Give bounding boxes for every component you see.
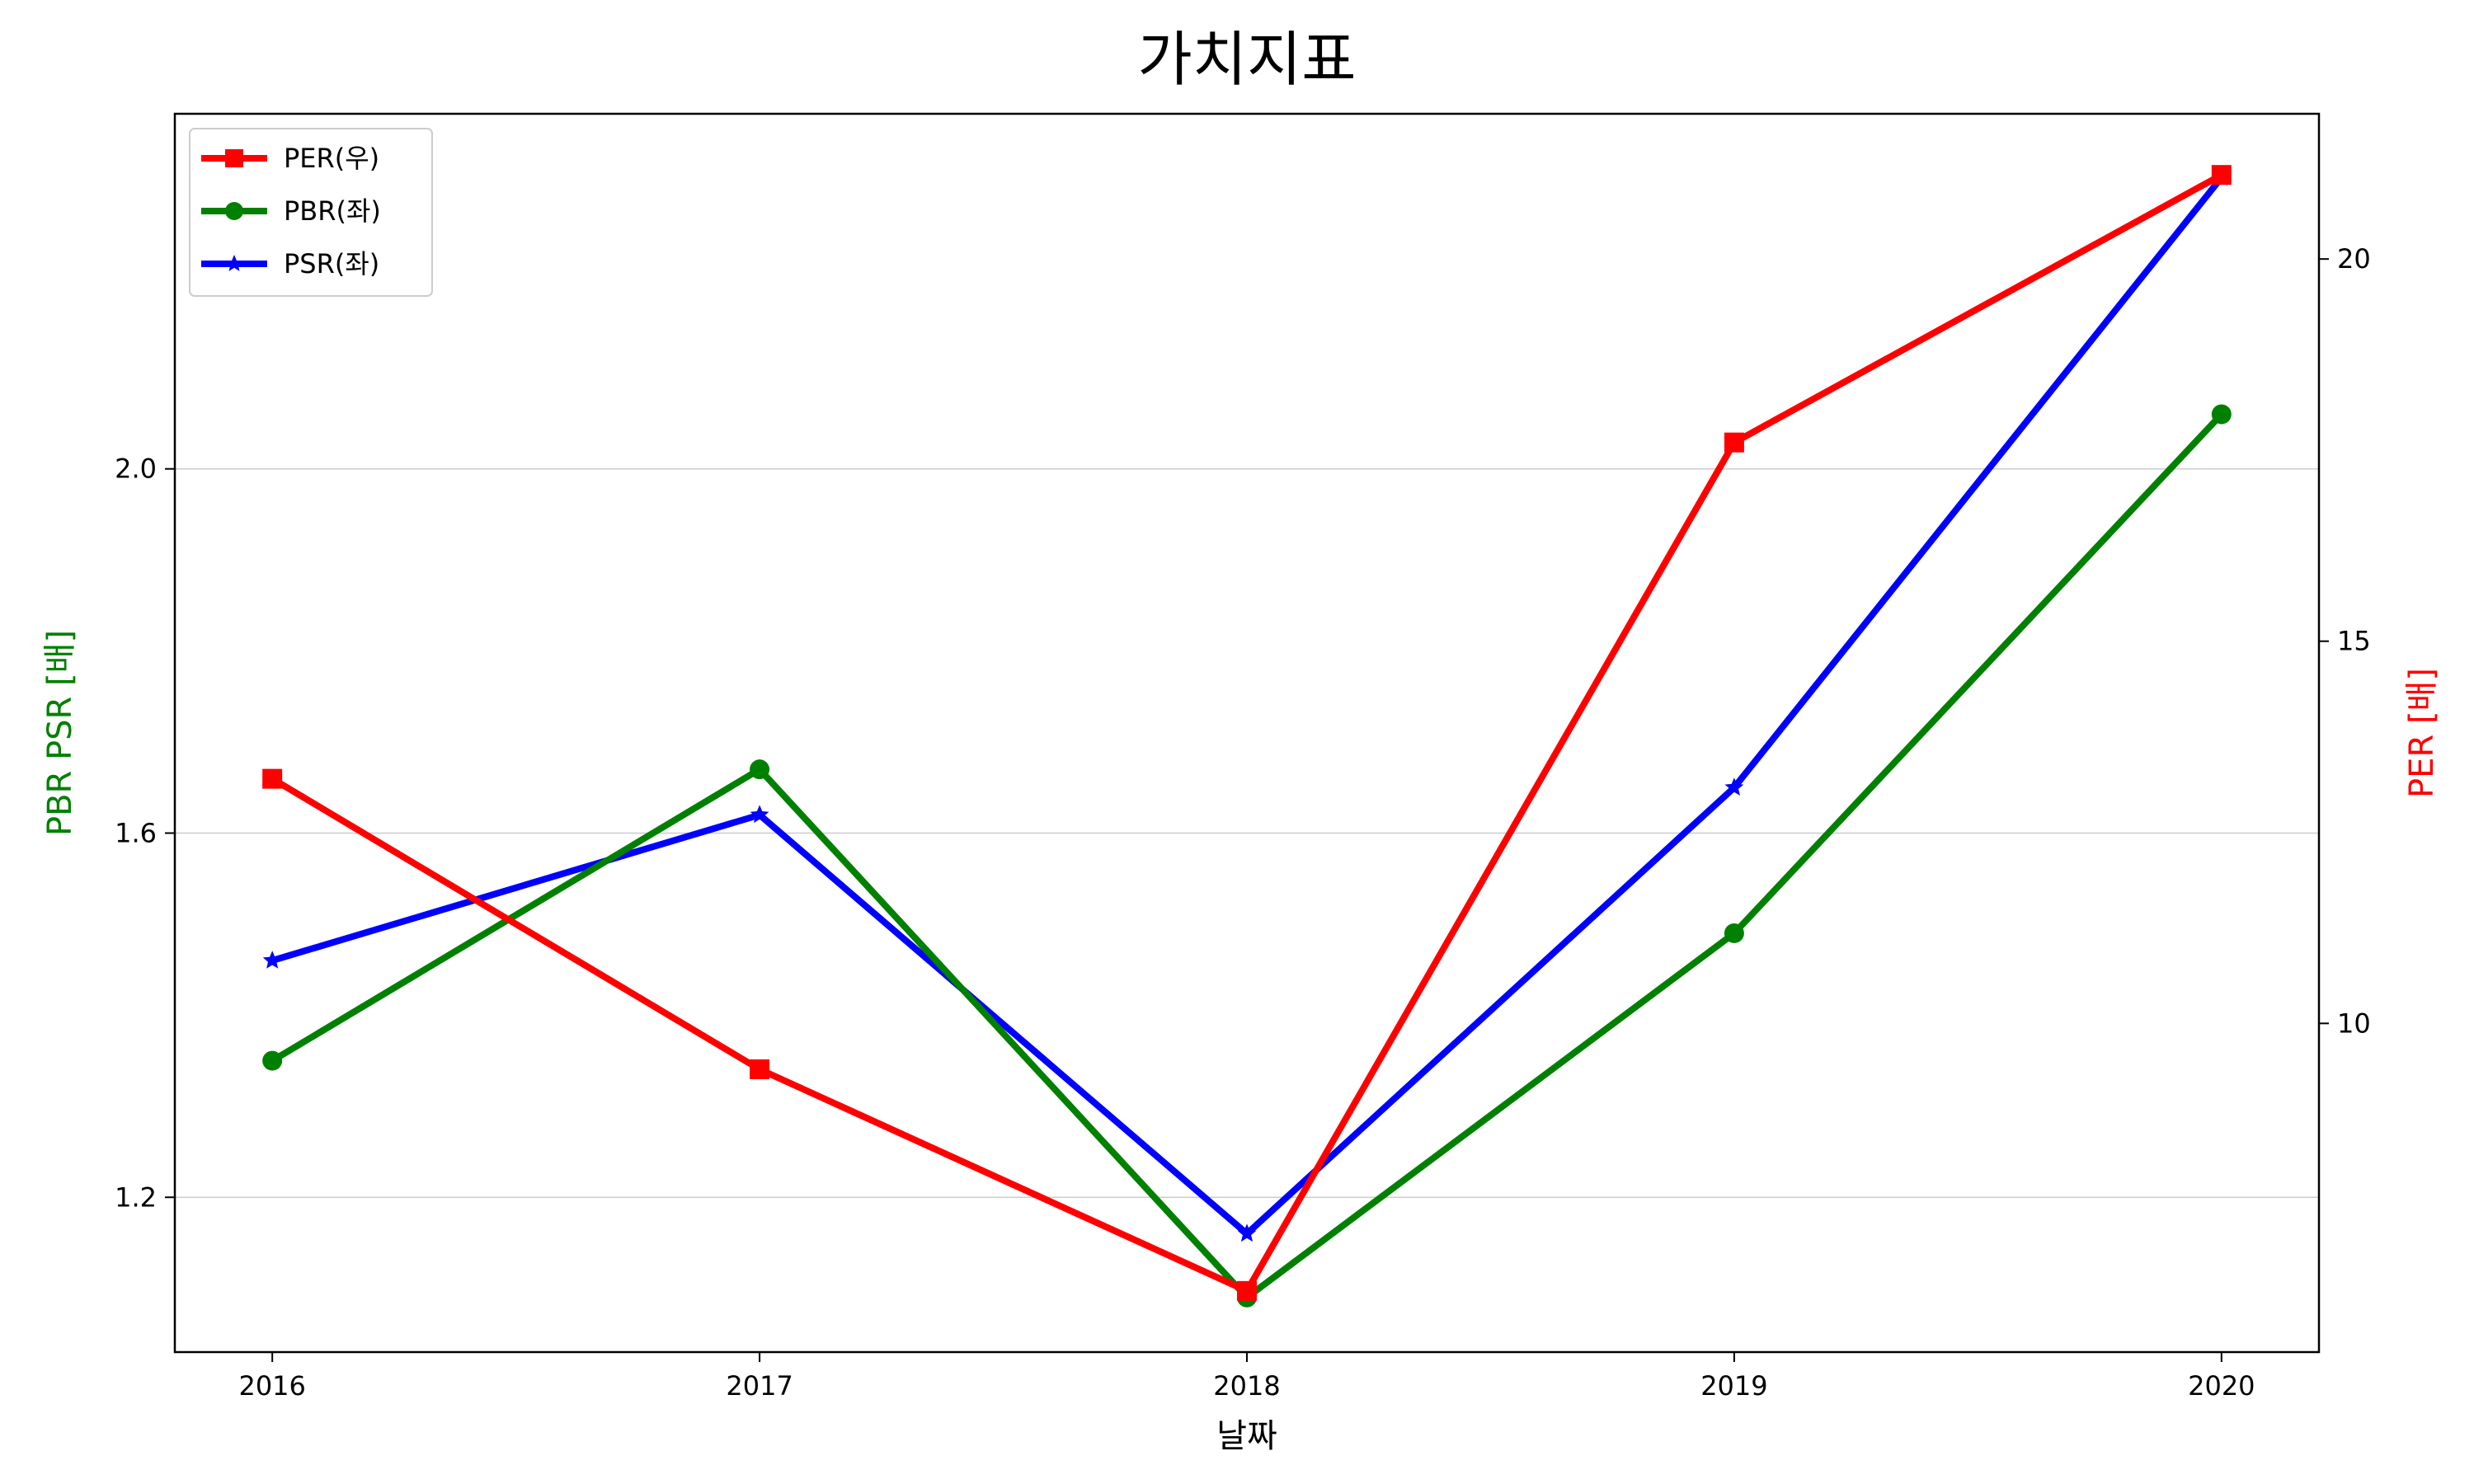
data-point-psr — [262, 951, 282, 969]
legend-marker — [225, 149, 243, 167]
data-point-psr — [1237, 1223, 1257, 1242]
legend-box — [189, 128, 433, 297]
x-tick-label: 2019 — [1700, 1370, 1767, 1402]
y-left-tick-label: 1.2 — [115, 1181, 157, 1213]
data-point-per — [1237, 1280, 1257, 1301]
legend-marker — [225, 202, 243, 220]
legend-item-per: PER(우) — [201, 143, 379, 174]
axis-ticks: 1.2 1.6 2.0 10 15 20 2016 2017 2018 2019 2020 — [115, 243, 2371, 1402]
data-point-psr — [750, 805, 769, 824]
data-point-per — [1724, 432, 1744, 453]
data-point-per — [750, 1059, 770, 1079]
y-left-tick-label: 2.0 — [115, 453, 157, 485]
y-right-tick-label: 20 — [2337, 243, 2371, 275]
y-axis-right-label: PER [배] — [2403, 668, 2441, 798]
data-point-pbr — [2211, 404, 2232, 425]
chart-title: 가치지표 — [1138, 25, 1357, 94]
y-right-tick-label: 15 — [2337, 626, 2371, 657]
y-left-tick-label: 1.6 — [115, 817, 157, 848]
x-tick-label: 2020 — [2188, 1370, 2255, 1402]
legend-item-pbr: PBR(좌) — [201, 195, 381, 227]
legend-item-psr: PSR(좌) — [201, 248, 379, 279]
legend-label: PER(우) — [284, 143, 379, 174]
data-point-pbr — [262, 1050, 283, 1071]
data-point-per — [2211, 165, 2232, 186]
grid — [175, 467, 2319, 1198]
plot-area — [262, 165, 2232, 1308]
legend: PER(우) PBR(좌) PSR(좌) — [189, 128, 433, 297]
legend-label: PSR(좌) — [284, 248, 379, 279]
x-tick-label: 2016 — [238, 1370, 305, 1402]
data-point-per — [262, 768, 283, 789]
x-tick-label: 2018 — [1213, 1370, 1280, 1402]
legend-label: PBR(좌) — [284, 195, 381, 227]
data-point-psr — [1724, 777, 1744, 796]
x-axis-label: 날짜 — [1216, 1417, 1277, 1455]
series-per — [262, 165, 2232, 1301]
data-point-pbr — [750, 759, 770, 780]
legend-marker — [225, 255, 243, 271]
y-right-tick-label: 10 — [2337, 1007, 2371, 1039]
x-tick-label: 2017 — [726, 1370, 793, 1402]
data-point-pbr — [1724, 923, 1744, 943]
y-axis-left-label: PBR PSR [배] — [41, 630, 79, 836]
